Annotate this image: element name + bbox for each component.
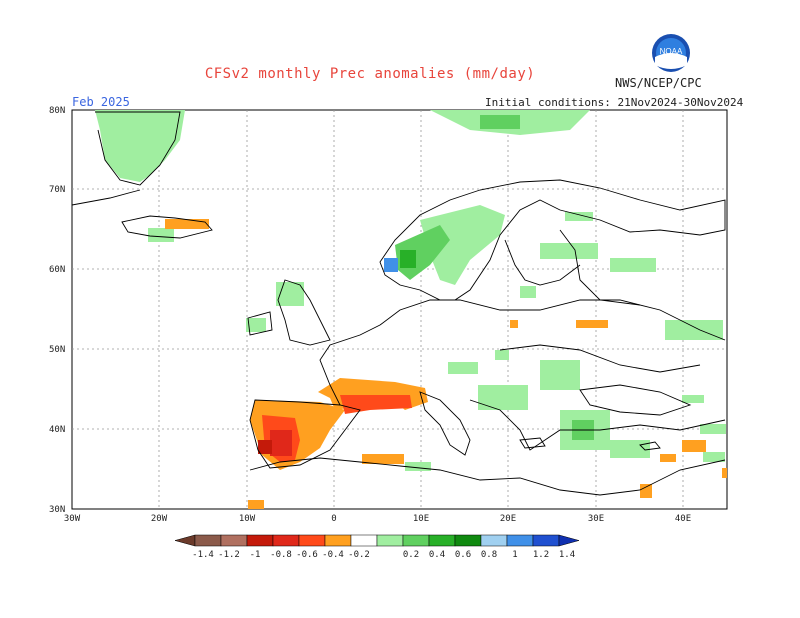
colorbar-swatch (454, 534, 482, 547)
logo-text: NOAA (660, 47, 683, 56)
colorbar-label: 1 (512, 550, 517, 560)
colorbar-swatch (194, 534, 222, 547)
lon-label: 0 (331, 514, 336, 524)
colorbar-swatch (324, 534, 352, 547)
colorbar-swatch (480, 534, 508, 547)
lat-label: 40N (49, 425, 65, 435)
dry-anomaly-deep (258, 440, 272, 454)
colorbar-label: 0.2 (403, 550, 419, 560)
colorbar-swatch (428, 534, 456, 547)
colorbar-label: 0.4 (429, 550, 445, 560)
lon-label: 20W (151, 514, 168, 524)
colorbar-label: -1.2 (218, 550, 240, 560)
colorbar-label: -0.2 (348, 550, 370, 560)
agency-label: NWS/NCEP/CPC (615, 76, 702, 90)
lat-label: 70N (49, 185, 65, 195)
colorbar-swatch (376, 534, 404, 547)
lon-label: 10E (413, 514, 429, 524)
wet-anomaly-strong (400, 250, 416, 268)
colorbar-label: 1.4 (559, 550, 575, 560)
noaa-logo: NOAA (652, 34, 690, 72)
lon-label: 10W (239, 514, 256, 524)
lon-label: 40E (675, 514, 691, 524)
colorbar-swatch (272, 534, 300, 547)
colorbar-label: 0.6 (455, 550, 471, 560)
colorbar-swatch (246, 534, 274, 547)
lat-label: 60N (49, 265, 65, 275)
forecast-month: Feb 2025 (72, 95, 130, 109)
colorbar-label: -1 (250, 550, 261, 560)
colorbar-swatch (220, 534, 248, 547)
dry-anomaly-strong (270, 430, 292, 456)
wet-anomaly-blue (384, 258, 398, 272)
initial-conditions: Initial conditions: 21Nov2024-30Nov2024 (485, 96, 744, 109)
latitude-labels: 80N 70N 60N 50N 40N 30N (49, 106, 65, 515)
colorbar-arrow-right (558, 534, 580, 547)
colorbar-swatch (402, 534, 430, 547)
colorbar-arrow-left (174, 534, 196, 547)
colorbar-label: 1.2 (533, 550, 549, 560)
colorbar-label: -0.4 (322, 550, 344, 560)
longitude-labels: 30W 20W 10W 0 10E 20E 30E 40E (64, 514, 691, 524)
lon-label: 20E (500, 514, 516, 524)
colorbar-label: -0.6 (296, 550, 318, 560)
lat-label: 50N (49, 345, 65, 355)
colorbar-label: -0.8 (270, 550, 292, 560)
lat-label: 30N (49, 505, 65, 515)
colorbar-label: 0.8 (481, 550, 497, 560)
lon-label: 30E (588, 514, 604, 524)
lon-label: 30W (64, 514, 81, 524)
colorbar-swatch (350, 534, 378, 547)
colorbar-swatch (298, 534, 326, 547)
colorbar-label: -1.4 (192, 550, 214, 560)
colorbar-swatch (506, 534, 534, 547)
lat-label: 80N (49, 106, 65, 116)
coastlines (71, 111, 726, 496)
colorbar-swatch (532, 534, 560, 547)
colorbar: -1.4 -1.2 -1 -0.8 -0.6 -0.4 -0.2 0.2 0.4 0.6 0.8 1 1… (174, 534, 580, 560)
map-title: CFSv2 monthly Prec anomalies (mm/day) (204, 66, 536, 82)
